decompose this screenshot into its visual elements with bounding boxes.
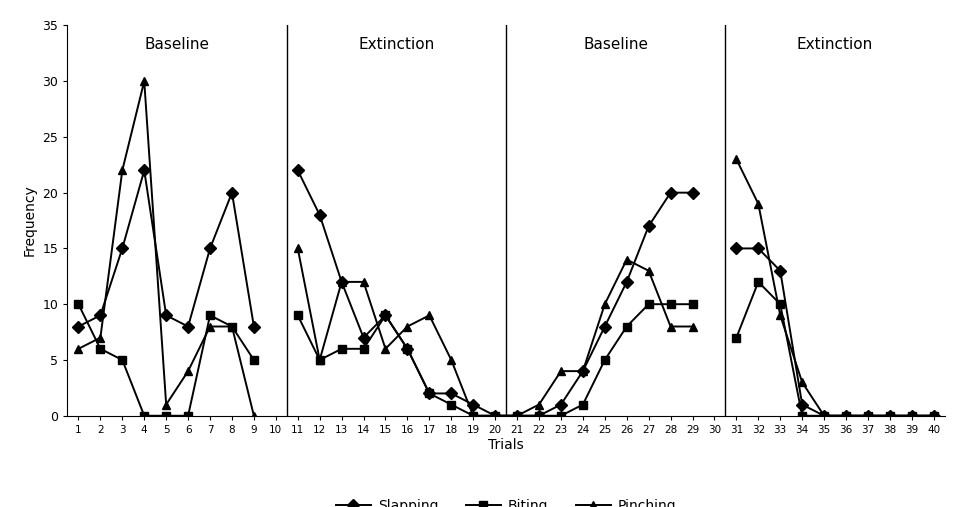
Slapping <box>182 323 194 330</box>
Slapping <box>117 245 128 251</box>
Pinching <box>139 78 150 84</box>
Pinching <box>182 368 194 374</box>
Pinching <box>117 167 128 173</box>
Pinching <box>160 402 172 408</box>
X-axis label: Trials: Trials <box>488 438 524 452</box>
Biting <box>72 301 84 307</box>
Biting <box>204 312 216 318</box>
Biting <box>139 413 150 419</box>
Slapping <box>94 312 106 318</box>
Slapping <box>248 323 259 330</box>
Pinching <box>72 346 84 352</box>
Text: Baseline: Baseline <box>583 37 648 52</box>
Text: Baseline: Baseline <box>145 37 209 52</box>
Text: Extinction: Extinction <box>359 37 435 52</box>
Biting <box>94 346 106 352</box>
Pinching <box>227 323 238 330</box>
Biting <box>248 357 259 363</box>
Legend: Slapping, Biting, Pinching: Slapping, Biting, Pinching <box>331 493 682 507</box>
Biting <box>227 323 238 330</box>
Line: Slapping: Slapping <box>74 166 258 331</box>
Biting <box>160 413 172 419</box>
Biting <box>182 413 194 419</box>
Biting <box>117 357 128 363</box>
Slapping <box>139 167 150 173</box>
Pinching <box>204 323 216 330</box>
Slapping <box>160 312 172 318</box>
Pinching <box>248 413 259 419</box>
Y-axis label: Frequency: Frequency <box>23 185 37 257</box>
Slapping <box>72 323 84 330</box>
Slapping <box>227 190 238 196</box>
Line: Biting: Biting <box>74 300 258 420</box>
Pinching <box>94 335 106 341</box>
Text: Extinction: Extinction <box>797 37 873 52</box>
Line: Pinching: Pinching <box>74 77 258 420</box>
Slapping <box>204 245 216 251</box>
